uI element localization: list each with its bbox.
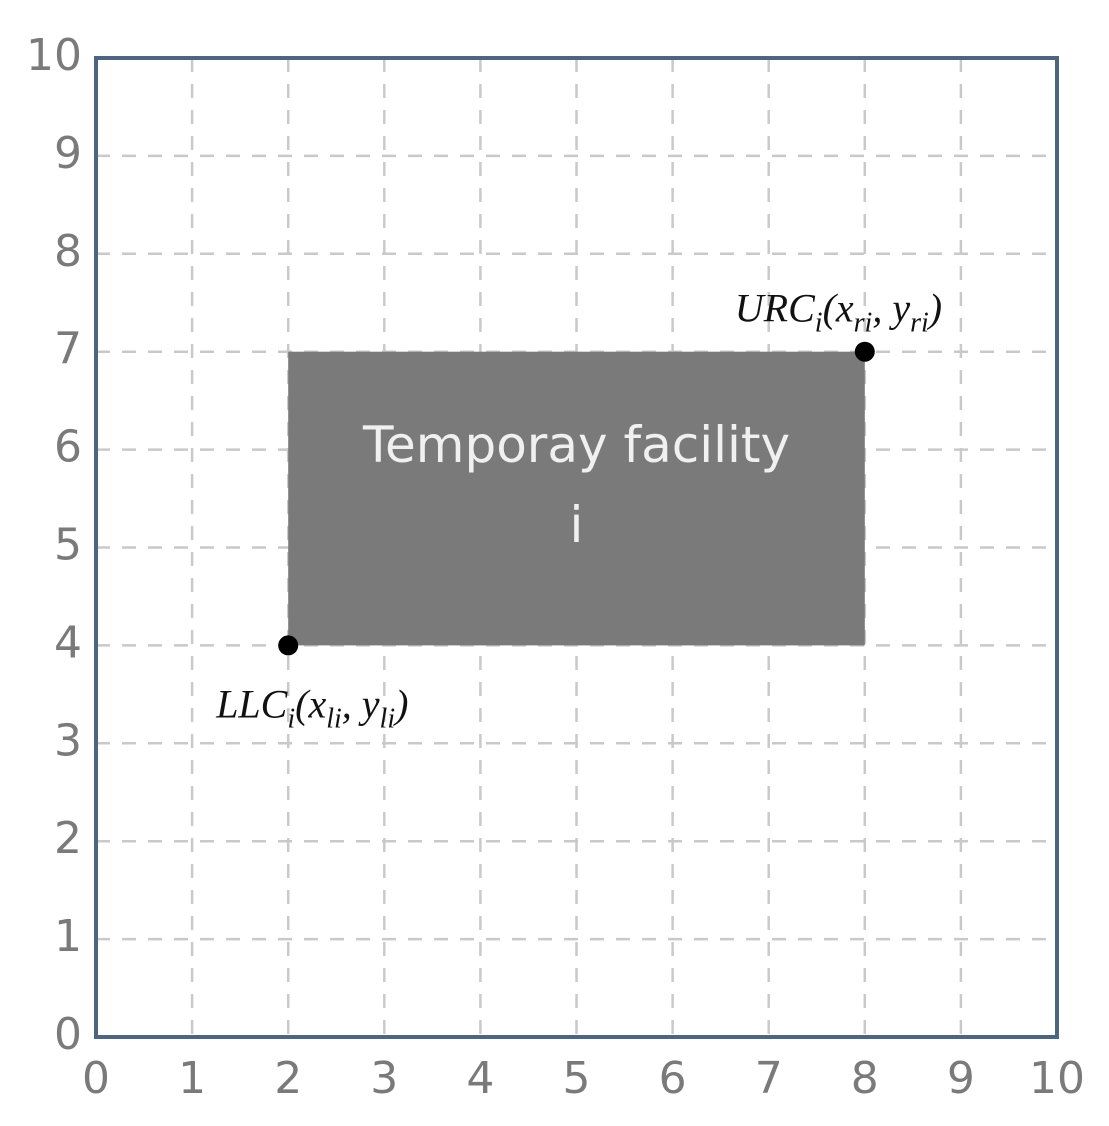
corner-label-part: ) xyxy=(393,681,408,726)
facility-label: Temporay facility xyxy=(362,416,790,474)
x-tick-label: 1 xyxy=(178,1053,206,1104)
x-tick-label: 10 xyxy=(1029,1053,1085,1104)
corner-label-part: (x xyxy=(823,286,854,331)
x-tick-label: 4 xyxy=(466,1053,494,1104)
corner-point xyxy=(854,341,875,362)
corner-label-part: ri xyxy=(854,308,873,339)
y-tick-label: 9 xyxy=(54,128,82,179)
y-tick-label: 6 xyxy=(54,422,82,473)
plot-frame xyxy=(94,56,1059,1039)
y-tick-label: 0 xyxy=(54,1009,82,1060)
corner-label-part: i xyxy=(815,308,823,339)
y-tick-label: 2 xyxy=(54,813,82,864)
corner-label-part: (x xyxy=(295,681,326,726)
corner-label-part: , y xyxy=(342,681,380,726)
y-tick-label: 7 xyxy=(54,324,82,375)
x-tick-label: 0 xyxy=(82,1053,110,1104)
corner-label-part: ) xyxy=(927,286,942,331)
y-tick-label: 10 xyxy=(26,30,82,81)
x-tick-label: 8 xyxy=(851,1053,879,1104)
y-tick-label: 5 xyxy=(54,520,82,571)
corner-label-part: URC xyxy=(735,286,816,331)
x-tick-label: 2 xyxy=(274,1053,302,1104)
x-tick-label: 9 xyxy=(947,1053,975,1104)
y-tick-label: 4 xyxy=(54,617,82,668)
y-tick-label: 1 xyxy=(54,911,82,962)
corner-label-part: , y xyxy=(872,286,910,331)
corner-point xyxy=(278,635,299,656)
facility-label: i xyxy=(570,496,584,554)
corner-label-part: li xyxy=(326,703,342,734)
x-tick-label: 3 xyxy=(370,1053,398,1104)
x-tick-label: 7 xyxy=(755,1053,783,1104)
corner-label: LLCi(xli, yli) xyxy=(215,681,408,734)
corner-label-part: LLC xyxy=(215,681,288,726)
corner-label-part: li xyxy=(380,703,396,734)
corner-label: URCi(xri, yri) xyxy=(735,286,942,339)
corner-label-part: i xyxy=(287,703,295,734)
x-tick-label: 6 xyxy=(659,1053,687,1104)
x-tick-label: 5 xyxy=(563,1053,591,1104)
facility-rect xyxy=(288,351,865,646)
y-tick-label: 3 xyxy=(54,715,82,766)
y-tick-label: 8 xyxy=(54,226,82,277)
corner-label-part: ri xyxy=(910,308,929,339)
